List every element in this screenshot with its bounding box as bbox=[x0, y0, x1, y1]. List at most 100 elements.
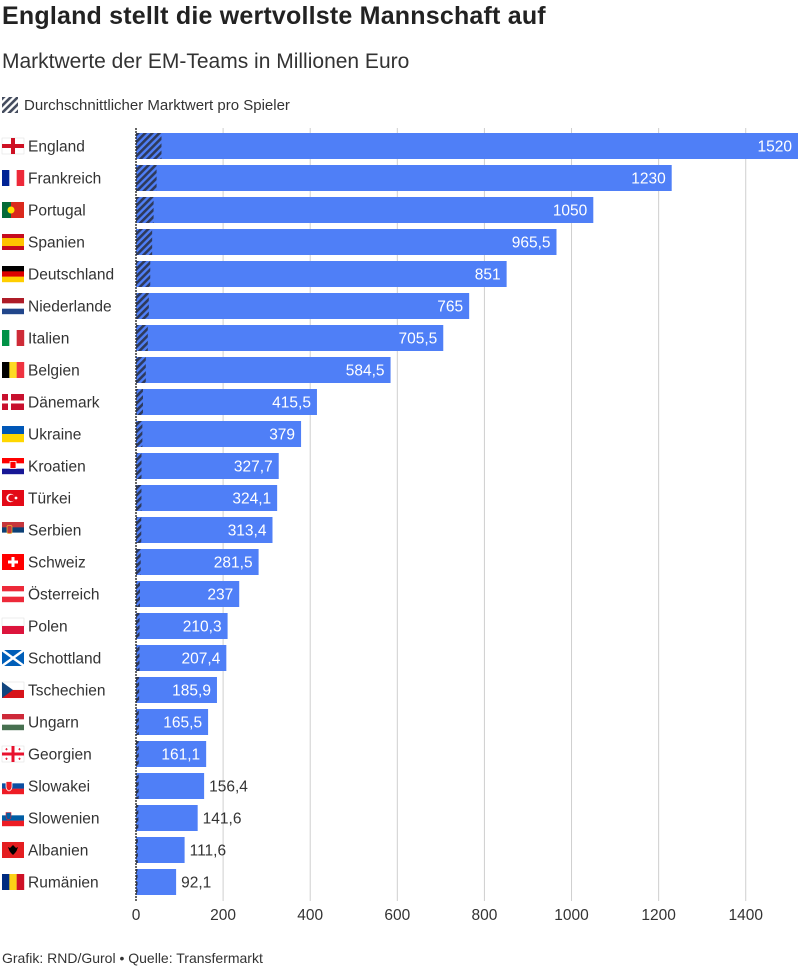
chart-subtitle: Marktwerte der EM-Teams in Millionen Eur… bbox=[2, 50, 410, 73]
bar bbox=[136, 741, 207, 767]
data-label: 705,5 bbox=[398, 331, 437, 348]
category-label: Serbien bbox=[28, 523, 81, 540]
bar bbox=[136, 581, 240, 607]
flag-romania-icon bbox=[2, 874, 25, 890]
data-label: 1230 bbox=[631, 171, 666, 188]
bar bbox=[136, 389, 317, 415]
x-tick-label: 600 bbox=[384, 907, 410, 924]
avg-player-bar bbox=[136, 613, 140, 639]
data-label: 324,1 bbox=[232, 491, 271, 508]
avg-player-bar bbox=[136, 549, 141, 575]
x-tick-label: 0 bbox=[132, 907, 141, 924]
bar bbox=[136, 549, 259, 575]
category-label: Polen bbox=[28, 619, 68, 636]
avg-player-bar bbox=[136, 165, 157, 191]
avg-player-bar bbox=[136, 869, 138, 895]
data-label: 156,4 bbox=[209, 779, 248, 796]
flag-spain-icon bbox=[2, 234, 24, 250]
bar bbox=[136, 837, 185, 863]
data-label: 210,3 bbox=[183, 619, 222, 636]
flag-italy-icon bbox=[2, 330, 25, 346]
category-label: Rumänien bbox=[28, 875, 99, 892]
avg-player-bar bbox=[136, 517, 142, 543]
bar bbox=[136, 773, 205, 799]
flag-albania-icon bbox=[2, 842, 24, 858]
data-label: 281,5 bbox=[214, 555, 253, 572]
bar bbox=[136, 165, 672, 191]
bar bbox=[136, 485, 278, 511]
flag-denmark-icon bbox=[2, 394, 24, 410]
bar bbox=[136, 229, 557, 255]
avg-player-bar bbox=[136, 229, 153, 255]
category-label: Schweiz bbox=[28, 555, 86, 572]
bar bbox=[136, 869, 177, 895]
flag-slovenia-icon bbox=[2, 810, 24, 827]
category-label: Belgien bbox=[28, 363, 80, 380]
legend-label: Durchschnittlicher Marktwert pro Spieler bbox=[24, 96, 290, 114]
avg-player-bar bbox=[136, 485, 142, 511]
data-label: 207,4 bbox=[182, 651, 221, 668]
bar bbox=[136, 805, 198, 831]
category-label: Dänemark bbox=[28, 395, 100, 412]
avg-player-bar bbox=[136, 293, 149, 319]
avg-player-bar bbox=[136, 421, 143, 447]
data-label: 313,4 bbox=[228, 523, 267, 540]
data-label: 415,5 bbox=[272, 395, 311, 412]
category-label: Italien bbox=[28, 331, 69, 348]
legend: Durchschnittlicher Marktwert pro Spieler bbox=[2, 95, 290, 115]
category-label: Kroatien bbox=[28, 459, 86, 476]
flag-hungary-icon bbox=[2, 714, 24, 731]
category-label: Ungarn bbox=[28, 715, 79, 732]
flag-germany-icon bbox=[2, 266, 24, 283]
data-label: 1520 bbox=[758, 139, 793, 156]
flag-georgia-icon bbox=[1, 745, 25, 763]
bar bbox=[136, 133, 798, 159]
category-label: Spanien bbox=[28, 235, 85, 252]
avg-player-bar bbox=[136, 453, 142, 479]
data-label: 185,9 bbox=[172, 683, 211, 700]
x-tick-label: 1000 bbox=[554, 907, 589, 924]
bar bbox=[136, 325, 444, 351]
data-label: 237 bbox=[207, 587, 233, 604]
flag-turkey-icon bbox=[2, 490, 24, 506]
hatch-legend-icon bbox=[2, 97, 18, 113]
data-label: 851 bbox=[475, 267, 501, 284]
category-label: Slowakei bbox=[28, 779, 90, 796]
x-tick-label: 400 bbox=[297, 907, 323, 924]
flag-scotland-icon bbox=[1, 648, 25, 668]
bar bbox=[136, 677, 217, 703]
avg-player-bar bbox=[136, 837, 138, 863]
x-tick-label: 200 bbox=[210, 907, 236, 924]
flag-poland-icon bbox=[1, 617, 25, 634]
avg-player-bar bbox=[136, 357, 146, 383]
avg-player-bar bbox=[136, 645, 140, 671]
avg-player-bar bbox=[136, 773, 139, 799]
category-label: Albanien bbox=[28, 843, 88, 860]
data-label: 965,5 bbox=[512, 235, 551, 252]
avg-player-bar bbox=[136, 677, 140, 703]
bar bbox=[136, 421, 302, 447]
x-tick-label: 1400 bbox=[728, 907, 763, 924]
flag-austria-icon bbox=[2, 586, 24, 603]
flag-slovakia-icon bbox=[2, 778, 24, 795]
avg-player-bar bbox=[136, 805, 139, 831]
x-tick-label: 1200 bbox=[641, 907, 676, 924]
data-label: 141,6 bbox=[203, 811, 242, 828]
avg-player-bar bbox=[136, 325, 148, 351]
category-label: Österreich bbox=[28, 586, 100, 604]
avg-player-bar bbox=[136, 581, 140, 607]
bar bbox=[136, 197, 594, 223]
x-tick-label: 800 bbox=[471, 907, 497, 924]
category-label: Frankreich bbox=[28, 171, 101, 188]
flag-england-icon bbox=[1, 137, 25, 155]
data-label: 765 bbox=[437, 299, 463, 316]
bar bbox=[136, 453, 279, 479]
data-label: 584,5 bbox=[346, 363, 385, 380]
data-label: 161,1 bbox=[161, 747, 200, 764]
data-label: 92,1 bbox=[181, 875, 211, 892]
avg-player-bar bbox=[136, 133, 162, 159]
data-label: 111,6 bbox=[190, 843, 227, 860]
bar bbox=[136, 517, 273, 543]
category-label: Ukraine bbox=[28, 427, 81, 444]
flag-portugal-icon bbox=[2, 202, 24, 218]
